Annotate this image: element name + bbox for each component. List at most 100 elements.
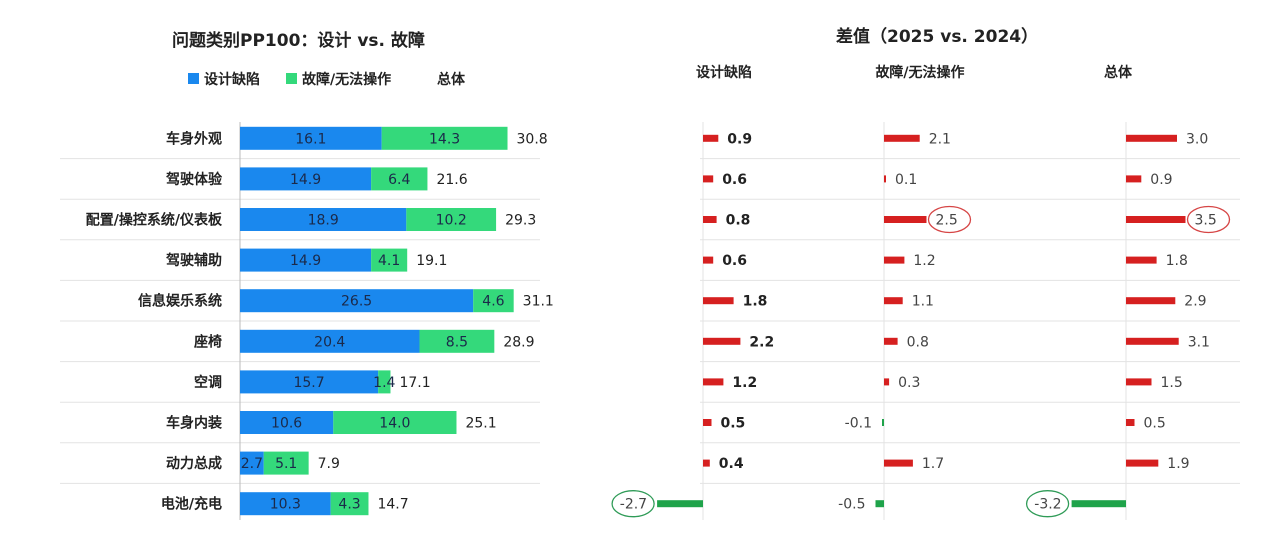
- diff-value-label: 0.8: [907, 334, 929, 350]
- highlight-circle: [927, 205, 972, 234]
- fault-value-label: 14.0: [379, 416, 410, 432]
- design-value-label: 14.9: [290, 253, 321, 269]
- diff-value-label: 0.8: [726, 213, 751, 229]
- fault-bar: [473, 289, 514, 313]
- design-value-label: 10.3: [270, 497, 301, 513]
- diff-bar-positive: [703, 297, 734, 305]
- legend-fault-swatch: [286, 73, 297, 84]
- design-bar: [240, 289, 474, 313]
- diff-bar-negative: [875, 500, 884, 508]
- design-bar: [240, 370, 379, 394]
- diff-bar-positive: [1126, 419, 1135, 426]
- diff-value-label: 1.5: [1161, 375, 1183, 391]
- fault-value-label: 14.3: [429, 131, 460, 147]
- design-value-label: 26.5: [341, 294, 372, 310]
- fault-bar: [263, 451, 309, 475]
- diff-bar-positive: [884, 459, 913, 467]
- fault-value-label: 10.2: [436, 213, 467, 229]
- design-value-label: 15.7: [293, 375, 324, 391]
- diff-value-label: 1.2: [913, 253, 935, 269]
- total-value-label: 31.1: [523, 294, 554, 310]
- fault-value-label: 6.4: [388, 172, 410, 188]
- diff-value-label: -0.1: [845, 416, 872, 432]
- diff-bar-positive: [884, 378, 890, 386]
- category-label: 信息娱乐系统: [138, 293, 222, 310]
- fault-bar: [378, 370, 391, 394]
- diff-value-label: 1.8: [1166, 253, 1188, 269]
- diff-bar-positive: [1126, 297, 1176, 305]
- diff-bar-positive: [703, 175, 714, 183]
- diff-value-label: 3.0: [1186, 131, 1208, 147]
- diff-bar-positive: [1126, 134, 1177, 142]
- diff-bar-positive: [884, 297, 903, 305]
- diff-value-label: 0.9: [727, 131, 752, 147]
- diff-bar-positive: [1126, 256, 1157, 264]
- design-bar: [240, 167, 372, 191]
- design-bar: [240, 329, 420, 353]
- fault-value-label: 8.5: [446, 334, 468, 350]
- diff-col-header-fault: 故障/无法操作: [875, 64, 964, 81]
- total-value-label: 25.1: [465, 416, 496, 432]
- diff-bar-positive: [1126, 175, 1142, 183]
- total-value-label: 29.3: [505, 213, 536, 229]
- total-value-label: 7.9: [318, 456, 340, 472]
- diff-bar-negative: [657, 500, 703, 508]
- design-bar: [240, 451, 264, 475]
- design-bar: [240, 248, 372, 272]
- highlight-circle: [1186, 205, 1231, 234]
- diff-value-label: 1.8: [743, 294, 768, 310]
- diff-bar-negative: [1071, 500, 1126, 508]
- diff-value-label: 0.5: [721, 416, 746, 432]
- diff-value-label: 0.3: [898, 375, 920, 391]
- legend-fault-label: 故障/无法操作: [302, 71, 391, 88]
- fault-bar: [381, 126, 508, 150]
- diff-bar-positive: [1126, 459, 1159, 467]
- legend-design-label: 设计缺陷: [204, 71, 260, 88]
- diff-value-label: 0.6: [722, 172, 747, 188]
- diff-bar-positive: [884, 337, 898, 345]
- diff-bar-positive: [703, 378, 724, 386]
- diff-col-header-total: 总体: [1104, 64, 1133, 81]
- right-chart-title: 差值（2025 vs. 2024）: [836, 26, 1038, 47]
- fault-value-label: 4.6: [482, 294, 504, 310]
- highlight-circle: [611, 490, 655, 518]
- diff-bar-positive: [703, 134, 719, 142]
- diff-bar-positive: [1126, 216, 1186, 223]
- diff-value-label: 0.1: [895, 172, 917, 188]
- design-bar: [240, 126, 382, 150]
- category-label: 座椅: [194, 333, 222, 350]
- diff-value-label: 2.1: [929, 131, 951, 147]
- chart-rows: 车身外观 16.1 14.3 30.8 0.9 2.1 3.0 驾驶体验 14.9 6.4 21.6…: [60, 122, 1240, 520]
- total-value-label: 28.9: [503, 334, 534, 350]
- design-bar: [240, 208, 407, 231]
- fault-value-label: 5.1: [275, 456, 297, 472]
- diff-value-label: 1.1: [912, 294, 934, 310]
- diff-value-label: 3.5: [1195, 213, 1217, 229]
- diff-value-label: 1.2: [732, 375, 757, 391]
- diff-bar-positive: [703, 256, 714, 264]
- legend-total-label: 总体: [437, 71, 466, 88]
- category-label: 空调: [194, 374, 222, 391]
- diff-bar-positive: [1126, 378, 1152, 386]
- category-label: 电池/充电: [161, 496, 222, 513]
- category-label: 车身内装: [166, 415, 223, 432]
- diff-bar-positive: [884, 256, 905, 264]
- total-value-label: 19.1: [416, 253, 447, 269]
- highlight-circle: [1025, 490, 1070, 518]
- diff-value-label: 0.5: [1144, 416, 1166, 432]
- category-label: 车身外观: [166, 130, 222, 147]
- fault-bar: [419, 329, 495, 353]
- diff-value-label: -0.5: [838, 497, 865, 513]
- diff-value-label: 3.1: [1188, 334, 1210, 350]
- design-value-label: 2.7: [241, 456, 263, 472]
- diff-col-header-design: 设计缺陷: [696, 64, 752, 81]
- fault-bar: [371, 248, 408, 272]
- total-value-label: 17.1: [399, 375, 430, 391]
- design-value-label: 10.6: [271, 416, 302, 432]
- fault-bar: [333, 411, 457, 434]
- diff-value-label: 0.9: [1150, 172, 1172, 188]
- design-value-label: 18.9: [308, 213, 339, 229]
- legend-design-swatch: [188, 73, 199, 84]
